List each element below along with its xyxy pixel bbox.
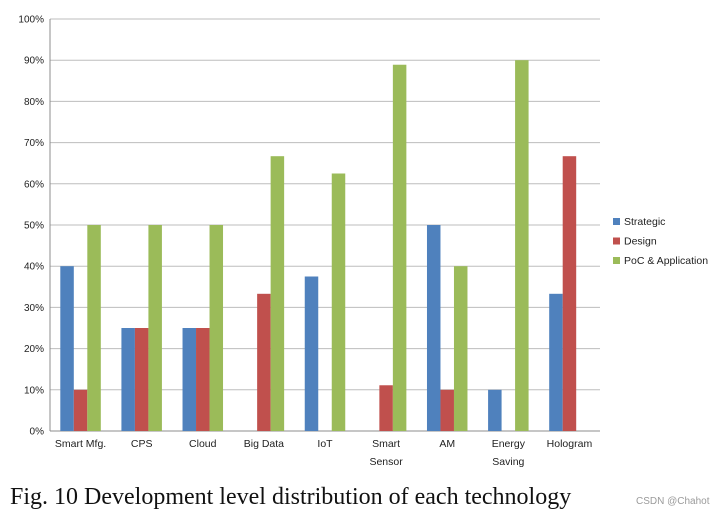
y-tick-label: 30% bbox=[24, 303, 44, 314]
x-category-label: IoT bbox=[317, 438, 333, 450]
x-category-label: Smart Sensor bbox=[369, 438, 403, 468]
y-tick-label: 0% bbox=[30, 427, 45, 438]
bar-design-cps bbox=[134, 328, 149, 431]
x-category-label-line: Saving bbox=[492, 456, 524, 468]
legend-swatch-poc-application bbox=[613, 257, 620, 264]
bar-design-cloud bbox=[196, 328, 210, 431]
x-category-label: AM bbox=[439, 438, 455, 450]
y-tick-label: 60% bbox=[24, 179, 44, 190]
bar-design-big-data bbox=[257, 293, 271, 431]
y-tick-label: 20% bbox=[24, 344, 44, 355]
x-axis-category-labels: Smart Mfg. CPS Cloud Big Data IoT Smart Sensor… bbox=[55, 438, 593, 468]
x-category-label-line: IoT bbox=[317, 438, 333, 450]
bar-poc-application-cloud bbox=[209, 225, 224, 431]
legend-swatch-design bbox=[613, 237, 620, 245]
x-category-label-line: Smart bbox=[372, 438, 400, 450]
bars bbox=[60, 60, 577, 432]
bar-poc-application-energy-saving bbox=[515, 60, 529, 431]
x-category-label-line: Energy bbox=[492, 438, 526, 450]
x-category-label-line: Sensor bbox=[369, 456, 403, 468]
bar-poc-application-iot bbox=[331, 173, 346, 431]
bar-strategic-energy-saving bbox=[488, 389, 502, 431]
y-tick-label: 70% bbox=[24, 138, 44, 149]
bar-design-smart-mfg bbox=[73, 389, 88, 431]
legend-label-strategic: Strategic bbox=[624, 216, 665, 228]
y-tick-label: 80% bbox=[24, 97, 44, 108]
x-category-label-line: Smart Mfg. bbox=[55, 438, 106, 450]
legend-label-poc-application: PoC & Application bbox=[624, 255, 708, 267]
x-category-label: CPS bbox=[131, 438, 153, 450]
x-category-label: Cloud bbox=[189, 438, 217, 450]
bar-chart: 0% 10% 20% 30% 40% 50% 60% 70% 80% 90% 100% Smart … bbox=[18, 15, 708, 469]
x-category-label: Smart Mfg. bbox=[55, 438, 106, 450]
watermark: CSDN @Chahot bbox=[636, 496, 710, 507]
x-category-label-line: Big Data bbox=[244, 438, 284, 450]
x-category-label: Energy Saving bbox=[492, 438, 526, 468]
figure-caption: Fig. 10 Development level distribution o… bbox=[10, 484, 572, 510]
bar-strategic-cloud bbox=[182, 328, 197, 431]
y-axis-tick-labels: 0% 10% 20% 30% 40% 50% 60% 70% 80% 90% 100% bbox=[18, 15, 44, 438]
x-category-label-line: CPS bbox=[131, 438, 153, 450]
bar-strategic-cps bbox=[121, 328, 135, 431]
legend: Strategic Design PoC & Application bbox=[613, 216, 708, 267]
bar-design-am bbox=[440, 389, 454, 431]
bar-strategic-smart-mfg bbox=[60, 266, 74, 431]
bar-strategic-iot bbox=[304, 276, 319, 431]
bar-poc-application-smart-sensor bbox=[392, 64, 407, 432]
bar-design-smart-sensor bbox=[379, 385, 393, 431]
bar-poc-application-big-data bbox=[270, 156, 285, 432]
y-tick-label: 100% bbox=[18, 15, 44, 26]
x-category-label-line: AM bbox=[439, 438, 455, 450]
x-category-label-line: Hologram bbox=[547, 438, 593, 450]
bar-design-hologram bbox=[562, 156, 577, 432]
bar-strategic-hologram bbox=[549, 293, 563, 431]
bar-poc-application-am bbox=[453, 266, 468, 431]
x-category-label: Hologram bbox=[547, 438, 593, 450]
x-category-label-line: Cloud bbox=[189, 438, 217, 450]
bar-poc-application-cps bbox=[148, 225, 162, 431]
legend-swatch-strategic bbox=[613, 218, 620, 225]
y-tick-label: 90% bbox=[24, 56, 44, 67]
legend-label-design: Design bbox=[624, 236, 657, 248]
x-category-label: Big Data bbox=[244, 438, 284, 450]
y-tick-label: 40% bbox=[24, 262, 44, 273]
y-tick-label: 10% bbox=[24, 385, 44, 396]
bar-poc-application-smart-mfg bbox=[87, 225, 101, 431]
y-tick-label: 50% bbox=[24, 221, 44, 232]
bar-strategic-am bbox=[426, 225, 441, 431]
